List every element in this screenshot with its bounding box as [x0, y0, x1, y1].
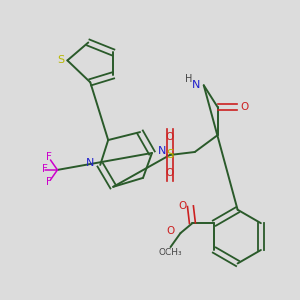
Text: O: O: [166, 168, 174, 178]
Text: O: O: [166, 132, 174, 142]
Text: N: N: [192, 80, 200, 90]
Text: S: S: [166, 148, 174, 161]
Text: H: H: [185, 74, 193, 84]
Text: O: O: [240, 102, 249, 112]
Text: F: F: [46, 152, 51, 162]
Text: O: O: [178, 201, 187, 211]
Text: OCH₃: OCH₃: [159, 248, 182, 256]
Text: F: F: [46, 177, 51, 187]
Text: S: S: [57, 56, 64, 65]
Text: N: N: [158, 146, 166, 156]
Text: N: N: [86, 158, 94, 168]
Text: F: F: [42, 164, 47, 174]
Text: O: O: [167, 226, 175, 236]
